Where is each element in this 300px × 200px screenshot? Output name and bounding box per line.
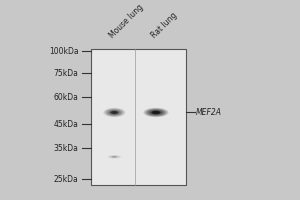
- Ellipse shape: [112, 111, 117, 114]
- Text: 35kDa: 35kDa: [54, 144, 79, 153]
- Ellipse shape: [112, 156, 117, 157]
- Ellipse shape: [106, 109, 123, 116]
- Text: 25kDa: 25kDa: [54, 175, 79, 184]
- Bar: [91, 49, 186, 185]
- Text: 100kDa: 100kDa: [49, 47, 79, 56]
- Ellipse shape: [110, 111, 119, 114]
- Ellipse shape: [146, 109, 167, 116]
- Text: Mouse lung: Mouse lung: [108, 3, 146, 40]
- Ellipse shape: [143, 108, 169, 117]
- Ellipse shape: [111, 111, 118, 114]
- Text: 60kDa: 60kDa: [54, 93, 79, 102]
- Text: MEF2A: MEF2A: [196, 108, 222, 117]
- Ellipse shape: [113, 112, 115, 113]
- Ellipse shape: [152, 111, 160, 114]
- Ellipse shape: [154, 112, 158, 113]
- Ellipse shape: [150, 110, 162, 115]
- Ellipse shape: [148, 109, 164, 116]
- Ellipse shape: [109, 110, 120, 115]
- Ellipse shape: [104, 108, 124, 117]
- Ellipse shape: [108, 110, 121, 115]
- Text: 75kDa: 75kDa: [54, 69, 79, 78]
- Ellipse shape: [105, 109, 124, 116]
- Ellipse shape: [153, 111, 159, 114]
- Ellipse shape: [148, 110, 163, 115]
- Ellipse shape: [155, 112, 157, 113]
- Ellipse shape: [110, 111, 118, 114]
- Ellipse shape: [146, 109, 165, 116]
- Ellipse shape: [144, 108, 167, 117]
- Ellipse shape: [103, 108, 125, 117]
- Ellipse shape: [151, 111, 161, 114]
- Text: 45kDa: 45kDa: [54, 120, 79, 129]
- Ellipse shape: [152, 111, 160, 114]
- Text: Rat lung: Rat lung: [150, 11, 179, 40]
- Ellipse shape: [112, 112, 116, 113]
- Ellipse shape: [107, 109, 122, 116]
